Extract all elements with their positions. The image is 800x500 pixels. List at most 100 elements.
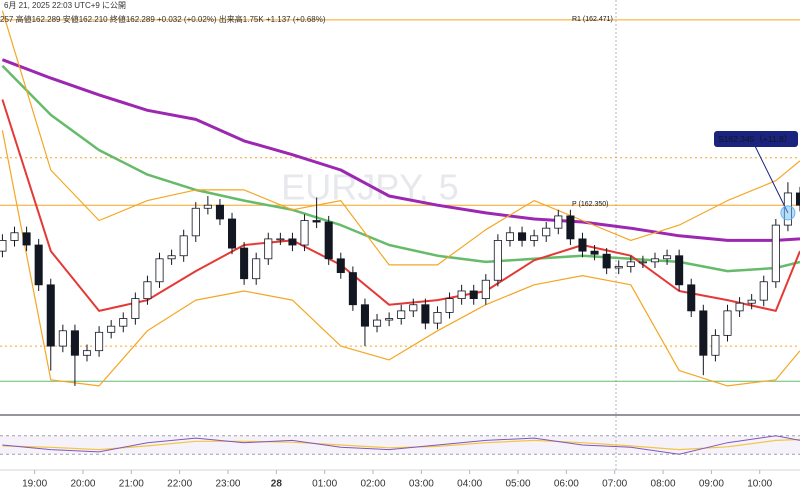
candle-body [10, 232, 19, 241]
candle-body [433, 311, 442, 324]
candle-body [518, 232, 527, 241]
x-tick-label: 04:00 [457, 479, 482, 490]
candle-body [542, 227, 551, 237]
candle-body [119, 318, 128, 327]
candle-body [759, 281, 768, 301]
x-tick-label: 19:00 [22, 479, 47, 490]
candle-body [493, 240, 502, 281]
price-label: S162.345（+11.8） [718, 134, 792, 144]
rsi-pane [0, 435, 800, 455]
indicator-line [1, 58, 800, 242]
candle-body [771, 224, 780, 283]
x-tick-label: 20:00 [70, 479, 95, 490]
candle-body [566, 215, 575, 240]
x-tick-label: 01:00 [312, 479, 337, 490]
candle-body [46, 284, 55, 347]
candle-body [663, 255, 672, 260]
candle-body [155, 258, 164, 283]
main-plot: R1 (162.471) P (162.350) [0, 10, 800, 387]
candle-body [70, 330, 79, 356]
candle-body [457, 290, 466, 300]
candle-body [107, 325, 116, 333]
candle-body [264, 238, 273, 260]
price-label-box [714, 131, 798, 147]
price-pointer [754, 145, 789, 214]
candle-body [82, 350, 92, 356]
indicator-line [1, 10, 800, 266]
price-marker [780, 205, 796, 221]
candle-body [675, 255, 684, 286]
candle-body [409, 304, 418, 312]
candle-body [650, 258, 660, 263]
candle-body [530, 235, 539, 241]
candle-body [252, 258, 261, 280]
candle-body [215, 204, 224, 220]
candle-body [578, 238, 587, 252]
x-tick-label: 21:00 [119, 479, 144, 490]
x-tick-label: 06:00 [554, 479, 579, 490]
candle-body [554, 215, 563, 229]
x-tick-label: 02:00 [360, 479, 385, 490]
candle-body [735, 302, 744, 312]
pivot-label: R1 (162.471) [572, 16, 613, 23]
x-tick-label: 03:00 [409, 479, 434, 490]
candle-body [348, 272, 357, 306]
candle-body [505, 232, 514, 241]
candle-body [312, 220, 321, 223]
candle-body [699, 310, 708, 356]
candle-body [614, 266, 623, 269]
candle-body [445, 298, 454, 313]
candle-body [421, 304, 430, 324]
ohlc-legend: 257 高値162.289 安値162.210 終値162.289 +0.032… [0, 14, 326, 24]
candle-body [34, 244, 43, 286]
pivot-label: P (162.350) [572, 201, 608, 208]
candle-body [360, 304, 369, 327]
candle-body [95, 331, 104, 352]
candle-body [0, 240, 7, 252]
indicator-line [1, 64, 800, 273]
candle-body [373, 319, 382, 327]
x-tick-label: 07:00 [602, 479, 627, 490]
candle-body [300, 220, 309, 246]
candle-body [324, 221, 333, 260]
x-tick-label: 10:00 [747, 479, 772, 490]
candle-body [687, 284, 696, 312]
x-tick-label: 08:00 [651, 479, 676, 490]
x-tick-label: 28 [271, 479, 283, 490]
candle-body [131, 298, 140, 319]
candle-body [711, 334, 720, 356]
candle-body [795, 192, 800, 206]
published-date: 6月 21, 2025 22:03 UTC+9 に公開 [4, 1, 126, 10]
time-axis-labels: 19:00 20:00 21:00 22:00 23:00 28 01:00 02:00 03:… [22, 470, 773, 490]
candle-body [191, 207, 200, 237]
candle-body [227, 218, 237, 249]
candle-body [397, 310, 406, 319]
rsi-line [2, 435, 800, 455]
candle-body [58, 330, 67, 347]
rsi-band-fill [0, 435, 800, 455]
x-tick-label: 05:00 [506, 479, 531, 490]
candle-body [638, 261, 647, 264]
candle-body [723, 310, 732, 336]
candle-body [469, 290, 478, 300]
x-tick-label: 22:00 [167, 479, 192, 490]
candle-body [240, 247, 249, 280]
candle-body [143, 281, 152, 300]
candle-body [602, 253, 611, 269]
candle-body [481, 279, 490, 300]
indicator-line [1, 130, 800, 387]
candle-body [179, 235, 188, 257]
candle-body [626, 261, 635, 267]
candle-body [203, 204, 212, 209]
candle-body [336, 258, 345, 273]
candle-body [783, 192, 792, 226]
candle-body [590, 250, 599, 255]
x-tick-label: 23:00 [215, 479, 240, 490]
candle-body [276, 238, 285, 241]
candle-body [167, 255, 176, 260]
candle-body [747, 299, 756, 304]
candle-body [288, 238, 297, 246]
candle-body [385, 318, 394, 321]
